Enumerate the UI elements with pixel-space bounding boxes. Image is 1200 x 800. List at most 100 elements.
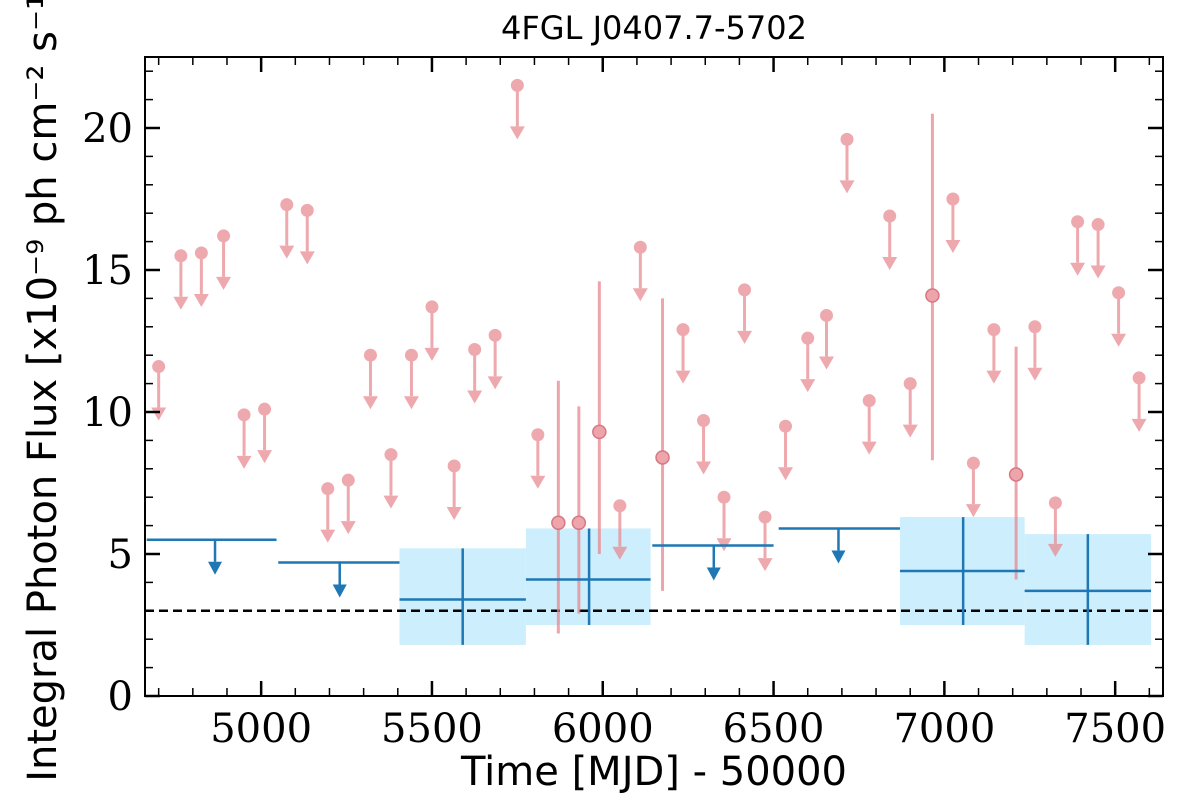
short-bin-upper-limit <box>383 448 399 509</box>
upper-limit-arrow-head <box>819 356 835 370</box>
long-bin-upper-limit-head <box>208 561 223 575</box>
x-axis-label: Time [MJD] - 50000 <box>460 749 847 795</box>
short-bin-upper-limit <box>1090 218 1106 279</box>
short-bin-upper-limit <box>173 249 189 310</box>
upper-limit-marker <box>779 419 793 433</box>
upper-limit-arrow-head <box>945 240 961 253</box>
y-tick-label: 15 <box>82 248 133 294</box>
y-axis-label: Integral Photon Flux [x10⁻⁹ ph cm⁻² s⁻¹] <box>20 0 66 782</box>
x-tick-label: 7500 <box>1064 706 1166 752</box>
upper-limit-marker <box>883 209 897 223</box>
short-bin-upper-limit <box>216 229 232 290</box>
short-bin-upper-limit <box>800 331 816 393</box>
upper-limit-arrow-head <box>1131 418 1147 432</box>
upper-limit-arrow-head <box>279 245 295 259</box>
detection-marker <box>655 450 670 465</box>
axis-ticks: 5000 5500 6000 6500 7000 7500 0 5 10 15 20 <box>82 57 1166 752</box>
upper-limit-marker <box>237 408 251 422</box>
upper-limit-marker <box>280 198 294 212</box>
short-bin-upper-limit <box>696 414 712 475</box>
upper-limit-arrow-head <box>1070 262 1086 276</box>
upper-limit-marker <box>447 459 461 473</box>
short-bin-upper-limit <box>839 132 855 194</box>
upper-limit-arrow-head <box>696 461 712 475</box>
upper-limit-marker <box>152 360 166 374</box>
upper-limit-marker <box>363 348 377 362</box>
short-bin-upper-limit <box>279 198 295 259</box>
upper-limit-arrow-head <box>362 396 378 410</box>
short-bin-upper-limit <box>986 323 1002 384</box>
short-bin-upper-limit <box>1070 215 1086 276</box>
short-bin-upper-limit <box>193 246 209 307</box>
upper-limit-arrow-head <box>882 257 898 271</box>
upper-limit-arrow-head <box>446 506 462 520</box>
upper-limit-marker <box>194 246 208 260</box>
short-bin-upper-limit <box>675 323 691 384</box>
upper-limit-arrow-head <box>151 407 167 421</box>
upper-limit-marker <box>758 510 772 524</box>
short-bin-upper-limit <box>945 192 961 253</box>
long-bin-series <box>146 517 1152 645</box>
upper-limit-marker <box>697 414 711 428</box>
upper-limit-marker <box>258 402 272 416</box>
upper-limit-marker <box>341 473 355 487</box>
upper-limit-marker <box>468 343 482 357</box>
x-tick-label: 6000 <box>552 706 654 752</box>
upper-limit-marker <box>1048 496 1062 510</box>
y-tick-label: 20 <box>82 106 133 152</box>
short-bin-upper-limits <box>151 78 1147 572</box>
short-bin-upper-limit <box>362 348 378 410</box>
upper-limit-marker <box>717 490 731 504</box>
upper-limit-arrow-head <box>1027 367 1043 381</box>
detection-marker <box>592 424 607 440</box>
long-bin-upper-limit-head <box>332 584 347 598</box>
short-bin-upper-limit <box>320 482 336 543</box>
short-bin-upper-limit <box>632 240 648 302</box>
upper-limit-marker <box>217 229 231 243</box>
short-bin-upper-limit <box>509 78 525 140</box>
x-tick-label: 6500 <box>723 706 825 752</box>
upper-limit-marker <box>1091 218 1105 232</box>
detection-marker <box>551 515 566 531</box>
upper-limit-arrow-head <box>861 441 877 455</box>
y-tick-label: 5 <box>108 532 133 578</box>
upper-limit-marker <box>174 249 188 263</box>
upper-limit-arrow-head <box>216 276 232 290</box>
upper-limit-marker <box>801 331 815 345</box>
upper-limit-arrow-head <box>467 390 483 404</box>
upper-limit-marker <box>613 499 627 513</box>
short-bin-detection <box>655 298 670 591</box>
upper-limit-arrow-head <box>530 475 546 489</box>
upper-limit-arrow-head <box>1111 333 1127 347</box>
long-bin-bands <box>399 517 1152 645</box>
short-bin-upper-limit <box>819 308 835 370</box>
x-tick-label: 5500 <box>381 706 483 752</box>
upper-limit-arrow-head <box>612 546 628 560</box>
upper-limit-marker <box>966 456 980 470</box>
short-bin-upper-limit <box>340 473 356 535</box>
upper-limit-marker <box>1028 320 1042 334</box>
upper-limit-arrow-head <box>173 296 189 310</box>
short-bin-upper-limit <box>716 490 732 552</box>
detection-marker <box>1008 467 1024 482</box>
upper-limit-marker <box>1132 371 1146 385</box>
upper-limit-arrow-head <box>320 529 336 543</box>
short-bin-detections <box>551 113 1024 634</box>
upper-limit-arrow-head <box>236 455 252 469</box>
upper-limit-marker <box>633 240 647 254</box>
short-bin-detection <box>925 113 940 461</box>
short-bin-upper-limit <box>778 419 794 481</box>
upper-limit-arrow-head <box>778 467 794 481</box>
short-bin-detection <box>1008 346 1024 580</box>
short-bin-upper-limit <box>861 394 877 455</box>
x-tick-label: 5000 <box>210 706 312 752</box>
upper-limit-marker <box>1112 286 1126 300</box>
short-bin-upper-limit <box>236 408 252 469</box>
upper-limit-arrow-head <box>675 370 691 384</box>
upper-limit-arrow-head <box>737 330 753 344</box>
upper-limit-arrow-head <box>193 293 209 307</box>
upper-limit-arrow-head <box>383 495 399 509</box>
long-bin-upper-limit-head <box>831 550 846 564</box>
upper-limit-marker <box>321 482 335 496</box>
